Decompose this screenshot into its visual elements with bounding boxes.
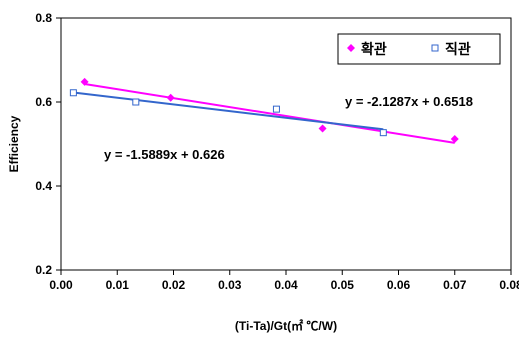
point-확관 xyxy=(80,77,89,86)
x-tick-label: 0.03 xyxy=(218,278,242,292)
data-points xyxy=(69,77,459,143)
x-tick-label: 0.05 xyxy=(331,278,355,292)
y-tick-label: 0.2 xyxy=(35,263,52,277)
x-axis-title: (Ti-Ta)/Gt(㎡ ℃/W) xyxy=(235,318,337,333)
legend-label-확관: 확관 xyxy=(361,41,387,58)
legend: 확관 직관 xyxy=(337,33,501,65)
x-tick-label: 0.07 xyxy=(443,278,467,292)
x-tick-label: 0.08 xyxy=(499,278,519,292)
x-tick-label: 0.01 xyxy=(106,278,130,292)
y-tick-label: 0.6 xyxy=(35,95,52,109)
trendline-확관 xyxy=(84,83,455,144)
y-axis-title: Efficiency xyxy=(7,115,21,172)
equation-직관: y = -1.5889x + 0.626 xyxy=(104,147,225,162)
x-tick-label: 0.06 xyxy=(387,278,411,292)
point-확관 xyxy=(450,134,459,143)
legend-marker-직관 xyxy=(431,44,439,52)
trendlines xyxy=(73,83,455,144)
point-직관 xyxy=(272,105,280,113)
x-tick-label: 0.00 xyxy=(49,278,73,292)
equation-확관: y = -2.1287x + 0.6518 xyxy=(345,94,473,109)
legend-marker-확관 xyxy=(347,44,355,52)
point-직관 xyxy=(69,89,77,97)
legend-label-직관: 직관 xyxy=(445,41,471,58)
axes: 0.00 0.01 0.02 0.03 0.04 0.05 0.06 0.07 0.08 0.2 0… xyxy=(35,11,519,292)
legend-box xyxy=(337,33,501,65)
y-tick-label: 0.4 xyxy=(35,179,52,193)
point-직관 xyxy=(379,129,387,137)
x-tick-label: 0.02 xyxy=(162,278,186,292)
trendline-직관 xyxy=(73,91,384,131)
x-tick-label: 0.04 xyxy=(274,278,298,292)
y-tick-label: 0.8 xyxy=(35,11,52,25)
point-직관 xyxy=(132,98,140,106)
point-확관 xyxy=(318,124,327,133)
point-확관 xyxy=(166,93,175,102)
